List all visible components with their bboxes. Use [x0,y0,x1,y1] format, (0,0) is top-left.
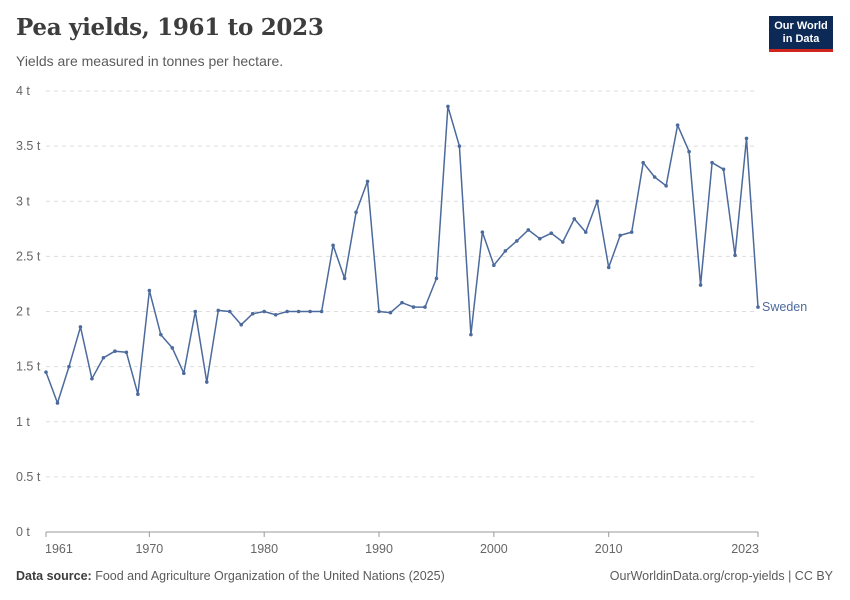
data-point [606,265,611,270]
grid-layer [46,90,758,478]
footer-link[interactable]: OurWorldinData.org/crop-yields | CC BY [609,569,833,583]
data-point [204,380,209,384]
data-point [526,228,531,232]
data-point [319,309,324,314]
data-point [595,199,600,204]
y-tick-label: 0.5 t [16,470,41,484]
data-point [733,253,737,258]
owid-logo[interactable]: Our World in Data [769,16,833,52]
data-point [78,325,83,329]
chart-title: Pea yields, 1961 to 2023 [16,14,324,41]
data-point [44,370,48,374]
series-layer: Sweden [44,104,807,405]
series-label[interactable]: Sweden [762,300,807,314]
data-point [710,160,714,165]
data-point [101,356,106,360]
data-point [515,239,519,243]
data-point [480,230,485,234]
data-point [159,332,163,337]
x-tick-label: 2023 [731,542,759,556]
data-point [262,309,266,314]
y-tick-label: 1.5 t [16,360,41,374]
y-tick-label: 2 t [16,305,30,319]
data-point [560,240,565,244]
axis-layer: 0 t 0.5 t 1 t 1.5 t 2 t 2.5 t 3 t 3.5 t 4 t 1961 1… [16,84,759,556]
x-tick-label: 2000 [480,542,508,556]
data-point [239,322,244,327]
data-point [503,249,508,253]
logo-line-2: in Data [782,33,820,45]
data-point [698,283,703,287]
data-point [113,349,117,353]
data-point [136,392,140,396]
data-point [664,184,668,188]
data-point [618,233,622,238]
logo-line-1: Our World [774,20,828,32]
data-point [365,179,370,184]
data-point [744,136,749,141]
data-point [90,376,94,381]
data-point [400,300,404,305]
data-source: Data source: Food and Agriculture Organi… [16,569,445,583]
data-point [756,305,760,309]
y-tick-label: 1 t [16,415,30,429]
data-point [182,371,186,376]
data-point [492,263,496,267]
x-tick-label: 1970 [135,542,163,556]
data-point [641,160,645,165]
data-point [250,311,255,316]
y-tick-label: 2.5 t [16,249,41,263]
data-point [457,144,462,148]
x-tick-label: 1990 [365,542,393,556]
data-point [354,210,358,215]
data-point [331,243,335,248]
data-point [273,313,278,317]
data-point [411,305,416,309]
data-point [434,276,439,281]
data-point [687,149,691,154]
data-source-text: Food and Agriculture Organization of the… [95,569,445,583]
chart-subtitle: Yields are measured in tonnes per hectar… [16,53,284,69]
data-point [55,401,60,405]
data-point [675,123,680,127]
data-point [446,104,450,109]
data-point [469,332,473,337]
y-tick-label: 3.5 t [16,139,41,153]
data-source-label: Data source: [16,569,92,583]
data-point [216,308,221,313]
data-point [652,175,657,179]
data-point [296,309,301,314]
data-point [227,309,232,314]
series-line-sweden [45,105,759,404]
data-point [193,309,198,314]
data-point [308,309,312,314]
y-tick-label: 0 t [16,525,30,539]
y-tick-label: 3 t [16,194,30,208]
data-point [124,350,129,355]
data-point [170,346,175,350]
x-tick-label: 2010 [595,542,623,556]
data-point [377,309,381,314]
data-point [721,167,726,172]
data-point [423,305,427,309]
data-point [147,288,152,293]
x-tick-label: 1961 [45,542,73,556]
data-point [538,236,542,241]
data-point [629,230,634,234]
data-point [342,276,347,281]
x-tick-label: 1980 [250,542,278,556]
line-chart: 0 t 0.5 t 1 t 1.5 t 2 t 2.5 t 3 t 3.5 t 4 t 1961 1… [16,84,807,556]
data-point [572,217,577,221]
data-point [583,230,588,234]
data-point [67,364,71,369]
data-point [285,309,289,314]
data-point [388,310,393,315]
data-point [549,231,554,236]
y-tick-label: 4 t [16,84,30,98]
